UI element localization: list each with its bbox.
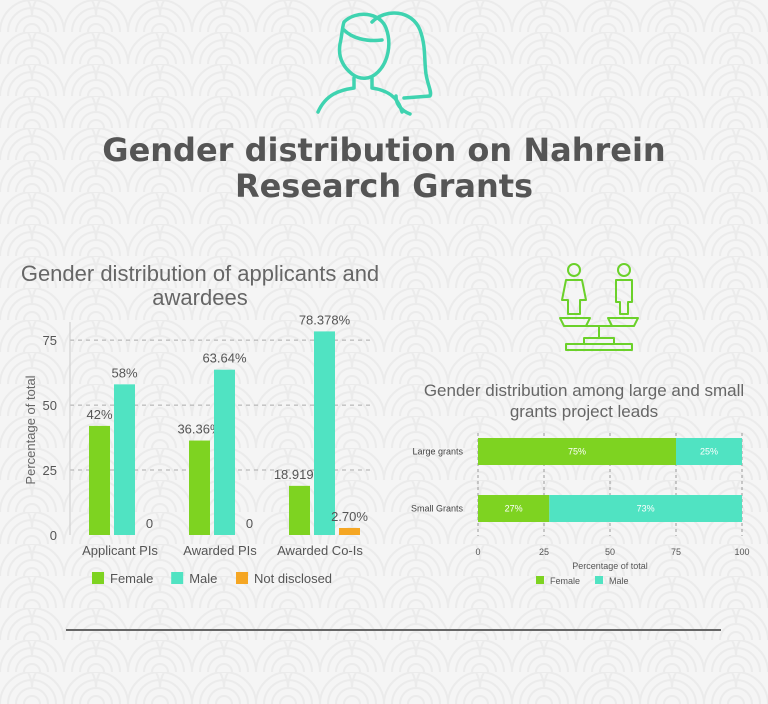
chart2-title-line2: grants project leads [509,402,659,421]
chart1-category-label: Awarded Co-Is [277,543,363,558]
chart1-ylabel: Percentage of total [23,375,38,484]
chart1-data-label: 58% [111,365,137,380]
chart2-legend-label: Male [609,576,629,586]
chart1-legend-swatch [92,572,104,584]
chart2-data-label: 75% [568,447,586,457]
chart1-bar-not-disclosed [339,527,360,535]
chart2-bar-male [676,438,742,465]
chart1-legend-label: Male [189,571,217,586]
chart1-ytick-label: 0 [50,528,57,543]
chart2-data-label: 27% [505,504,523,514]
chart2-bar-male [549,495,742,522]
chart1-legend-swatch [171,572,184,584]
chart2-bar-female [478,438,676,465]
chart1-title-line1: Gender distribution of applicants and [20,261,380,286]
chart2-legend-label: Female [550,576,580,586]
chart1-bar-female [289,485,310,535]
chart1-ytick-label: 75 [43,333,57,348]
chart1-title: Gender distribution of applicants and aw… [10,262,390,310]
chart1-ytick-label: 50 [43,398,57,413]
chart2-xtick-label: 50 [605,547,615,557]
chart1-ytick-label: 25 [43,463,57,478]
page-title-line1: Gender distribution on Nahrein [102,131,666,169]
chart2-bar-female [478,495,550,522]
divider-line [66,629,721,631]
chart1-category-label: Applicant PIs [82,543,158,558]
chart2-xtick-label: 75 [671,547,681,557]
chart1-bar-male [214,369,235,535]
chart1-data-label: 0 [146,516,153,531]
chart2-title: Gender distribution among large and smal… [400,380,768,422]
chart2-xtick-label: 25 [539,547,549,557]
chart1-bar-male [314,331,335,535]
chart1-data-label: 63.64% [202,351,247,366]
chart1-data-label: 42% [86,407,112,422]
chart2-title-line1: Gender distribution among large and smal… [423,381,745,400]
chart2-legend-swatch [595,576,603,584]
chart1-category-label: Awarded PIs [183,543,257,558]
chart2-legend-swatch [536,576,544,584]
chart2-category-label: Large grants [412,447,463,457]
chart1-bar-male [114,384,135,535]
page-title: Gender distribution on Nahrein Research … [0,132,768,204]
chart2-category-label: Small Grants [411,504,464,514]
chart1-legend-label: Female [110,571,153,586]
chart1-data-label: 78.378% [299,312,351,327]
chart1-data-label: 18.919% [274,467,326,482]
chart2-data-label: 73% [637,504,655,514]
chart2-xtick-label: 0 [475,547,480,557]
chart1-data-label: 2.70% [331,509,368,524]
chart1-data-label: 0 [246,516,253,531]
chart1-legend-label: Not disclosed [254,571,332,586]
chart1-bar-female [189,440,210,535]
chart2-data-label: 25% [700,447,718,457]
chart1-bar-female [89,425,110,535]
chart2-xtick-label: 100 [734,547,749,557]
chart1-legend-swatch [236,572,248,584]
chart1-title-line2: awardees [152,285,248,310]
chart1-data-label: 36.36% [177,422,222,437]
page-title-line2: Research Grants [234,167,534,205]
chart2-xlabel: Percentage of total [572,561,648,571]
